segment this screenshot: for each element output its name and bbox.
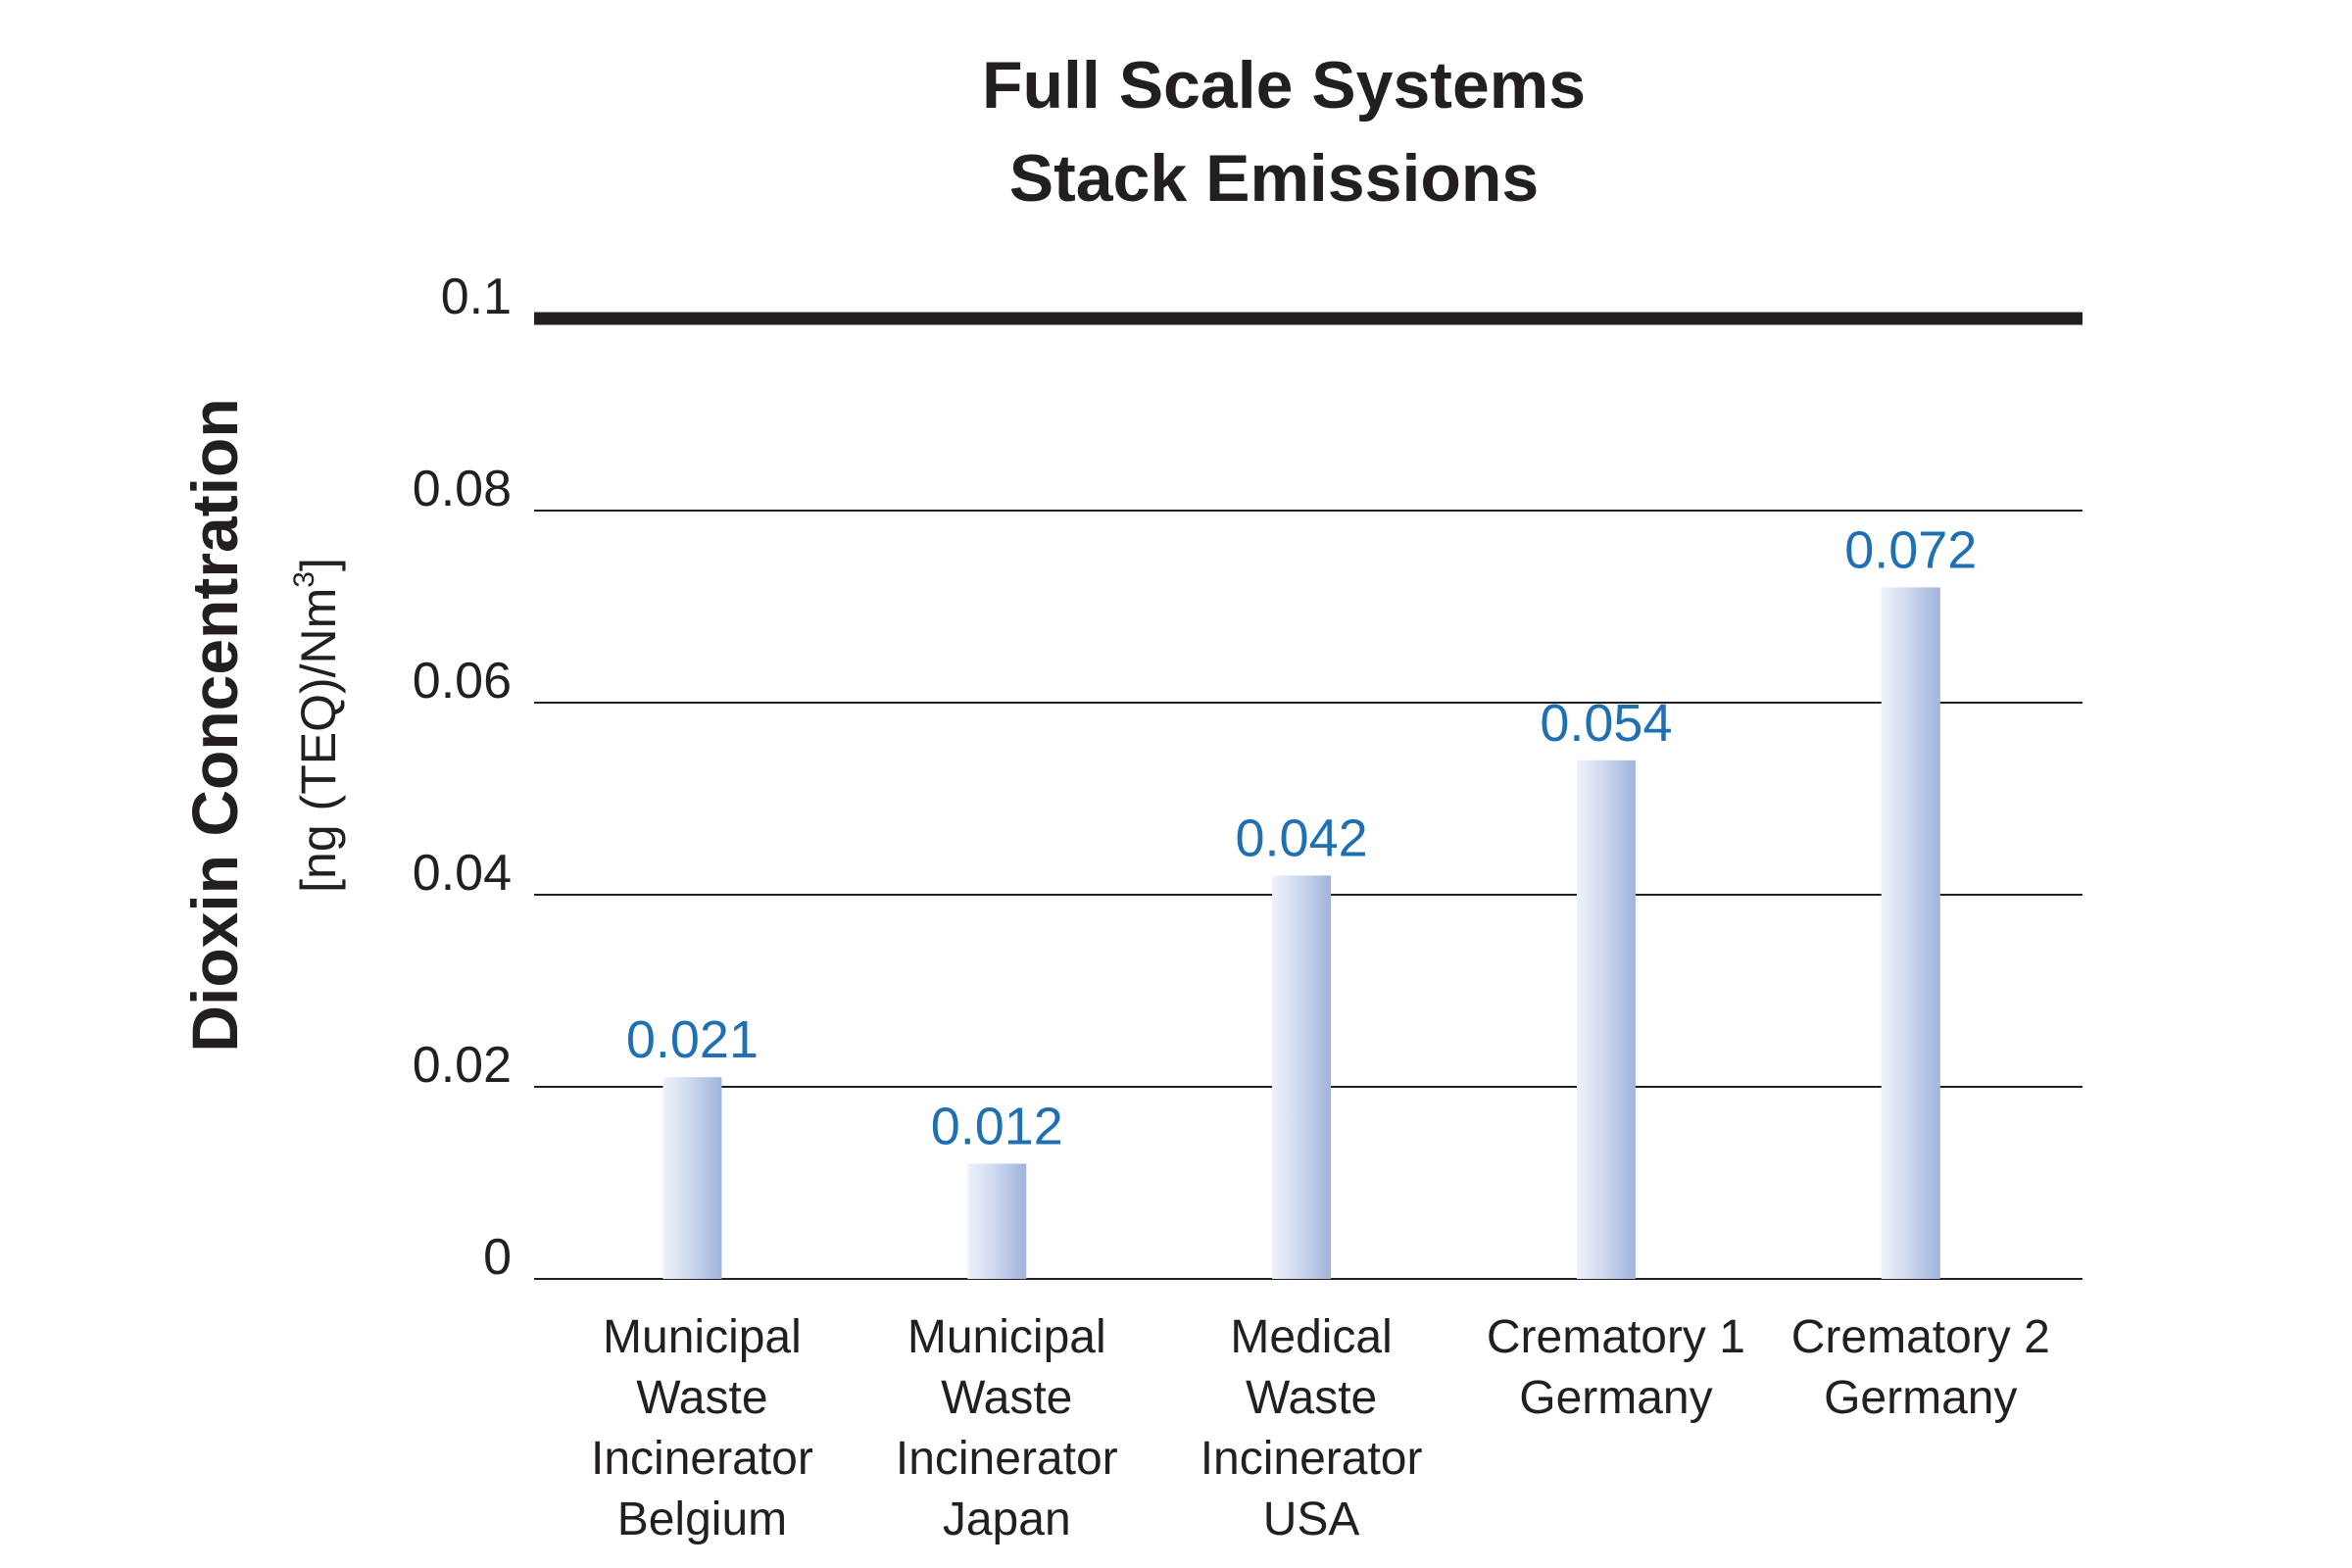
data-label: 0.042	[1236, 808, 1368, 867]
data-label: 0.021	[626, 1010, 759, 1069]
category-label: Germany	[1519, 1372, 1712, 1424]
category-label: Waste	[941, 1372, 1072, 1424]
y-tick-label: 0.1	[441, 269, 512, 325]
category-label: Medical	[1230, 1311, 1392, 1363]
category-label: Japan	[943, 1494, 1071, 1545]
bar	[1576, 760, 1636, 1279]
category-label: Waste	[636, 1372, 767, 1424]
data-label: 0.072	[1844, 520, 1977, 579]
bar	[967, 1163, 1027, 1279]
data-labels: 0.021 0.012 0.042 0.054 0.072	[626, 520, 1978, 1155]
bars	[662, 587, 1940, 1279]
y-axis-unit-text: [ng (TEQ)/Nm	[291, 588, 346, 893]
category-label: Municipal	[603, 1311, 802, 1363]
y-tick-label: 0.08	[413, 461, 512, 517]
bar	[1272, 875, 1332, 1279]
category-label: Incinerator	[896, 1433, 1118, 1485]
category-label: Crematory 1	[1487, 1311, 1745, 1363]
data-label: 0.012	[931, 1097, 1063, 1155]
data-label: 0.054	[1540, 694, 1672, 753]
y-tick-label: 0.02	[413, 1037, 512, 1094]
category-label: Waste	[1246, 1372, 1377, 1424]
y-axis-unit: [ng (TEQ)/Nm3]	[288, 558, 346, 893]
y-axis-unit-superscript: 3	[288, 571, 320, 588]
y-tick-label: 0.04	[413, 845, 512, 902]
chart-title-line-1: Full Scale Systems	[982, 48, 1586, 122]
category-label: Crematory 2	[1791, 1311, 2050, 1363]
category-labels: Municipal Waste Incinerator Belgium Municipa…	[591, 1311, 2050, 1545]
category-label: Incinerator	[1200, 1433, 1423, 1485]
bar	[1881, 587, 1940, 1279]
category-label: USA	[1263, 1494, 1360, 1545]
category-label: Incinerator	[591, 1433, 813, 1485]
bar	[662, 1077, 722, 1279]
y-axis-unit-close: ]	[291, 558, 346, 571]
category-label: Municipal	[907, 1311, 1106, 1363]
category-label: Germany	[1824, 1372, 2017, 1424]
chart-title-line-2: Stack Emissions	[1009, 141, 1539, 216]
y-tick-labels: 0 0.02 0.04 0.06 0.08 0.1	[413, 269, 512, 1286]
y-axis-label: Dioxin Concentration	[178, 398, 251, 1052]
category-label: Belgium	[617, 1494, 787, 1545]
y-tick-label: 0.06	[413, 653, 512, 710]
y-tick-label: 0	[483, 1229, 512, 1286]
